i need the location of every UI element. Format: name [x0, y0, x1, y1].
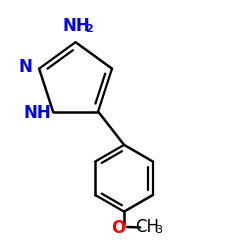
Text: CH: CH: [136, 218, 160, 236]
Text: NH: NH: [23, 104, 51, 122]
Text: N: N: [18, 58, 32, 76]
Text: 3: 3: [156, 225, 163, 235]
Text: 2: 2: [85, 24, 93, 34]
Text: O: O: [112, 219, 126, 237]
Text: NH: NH: [63, 17, 91, 35]
